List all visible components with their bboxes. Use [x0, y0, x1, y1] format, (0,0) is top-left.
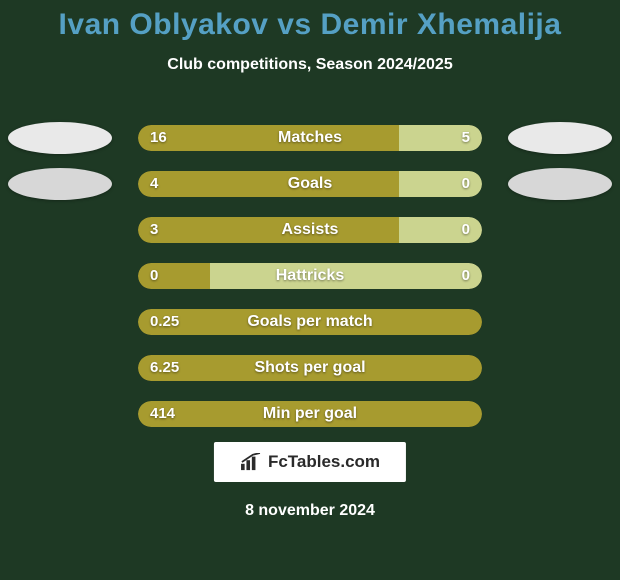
bar-segment-left — [138, 355, 482, 381]
bar-segment-right — [210, 263, 482, 289]
bar-segment-left — [138, 217, 399, 243]
stat-row: Shots per goal6.25 — [0, 352, 620, 398]
stat-row: Goals per match0.25 — [0, 306, 620, 352]
bar-segment-left — [138, 263, 210, 289]
bar-segment-left — [138, 125, 399, 151]
player-badge-right — [508, 122, 612, 154]
bar-track — [138, 217, 482, 243]
stat-row: Assists30 — [0, 214, 620, 260]
bar-track — [138, 401, 482, 427]
bar-segment-left — [138, 401, 482, 427]
chart-icon — [240, 453, 262, 471]
stat-row: Goals40 — [0, 168, 620, 214]
player-badge-left — [8, 168, 112, 200]
stat-row: Min per goal414 — [0, 398, 620, 444]
subtitle: Club competitions, Season 2024/2025 — [0, 56, 620, 74]
bar-track — [138, 125, 482, 151]
attribution-badge: FcTables.com — [214, 442, 406, 482]
bar-segment-right — [399, 125, 482, 151]
bar-track — [138, 309, 482, 335]
player-badge-right — [508, 168, 612, 200]
bar-segment-right — [399, 171, 482, 197]
player-badge-left — [8, 122, 112, 154]
bar-segment-left — [138, 309, 482, 335]
stats-chart: Matches165Goals40Assists30Hattricks00Goa… — [0, 122, 620, 432]
stat-row: Matches165 — [0, 122, 620, 168]
bar-segment-left — [138, 171, 399, 197]
bar-segment-right — [399, 217, 482, 243]
bar-track — [138, 171, 482, 197]
bar-track — [138, 355, 482, 381]
footer-date: 8 november 2024 — [0, 502, 620, 520]
page-title: Ivan Oblyakov vs Demir Xhemalija — [0, 0, 620, 42]
attribution-text: FcTables.com — [268, 452, 380, 472]
bar-track — [138, 263, 482, 289]
stat-row: Hattricks00 — [0, 260, 620, 306]
comparison-infographic: Ivan Oblyakov vs Demir Xhemalija Club co… — [0, 0, 620, 580]
